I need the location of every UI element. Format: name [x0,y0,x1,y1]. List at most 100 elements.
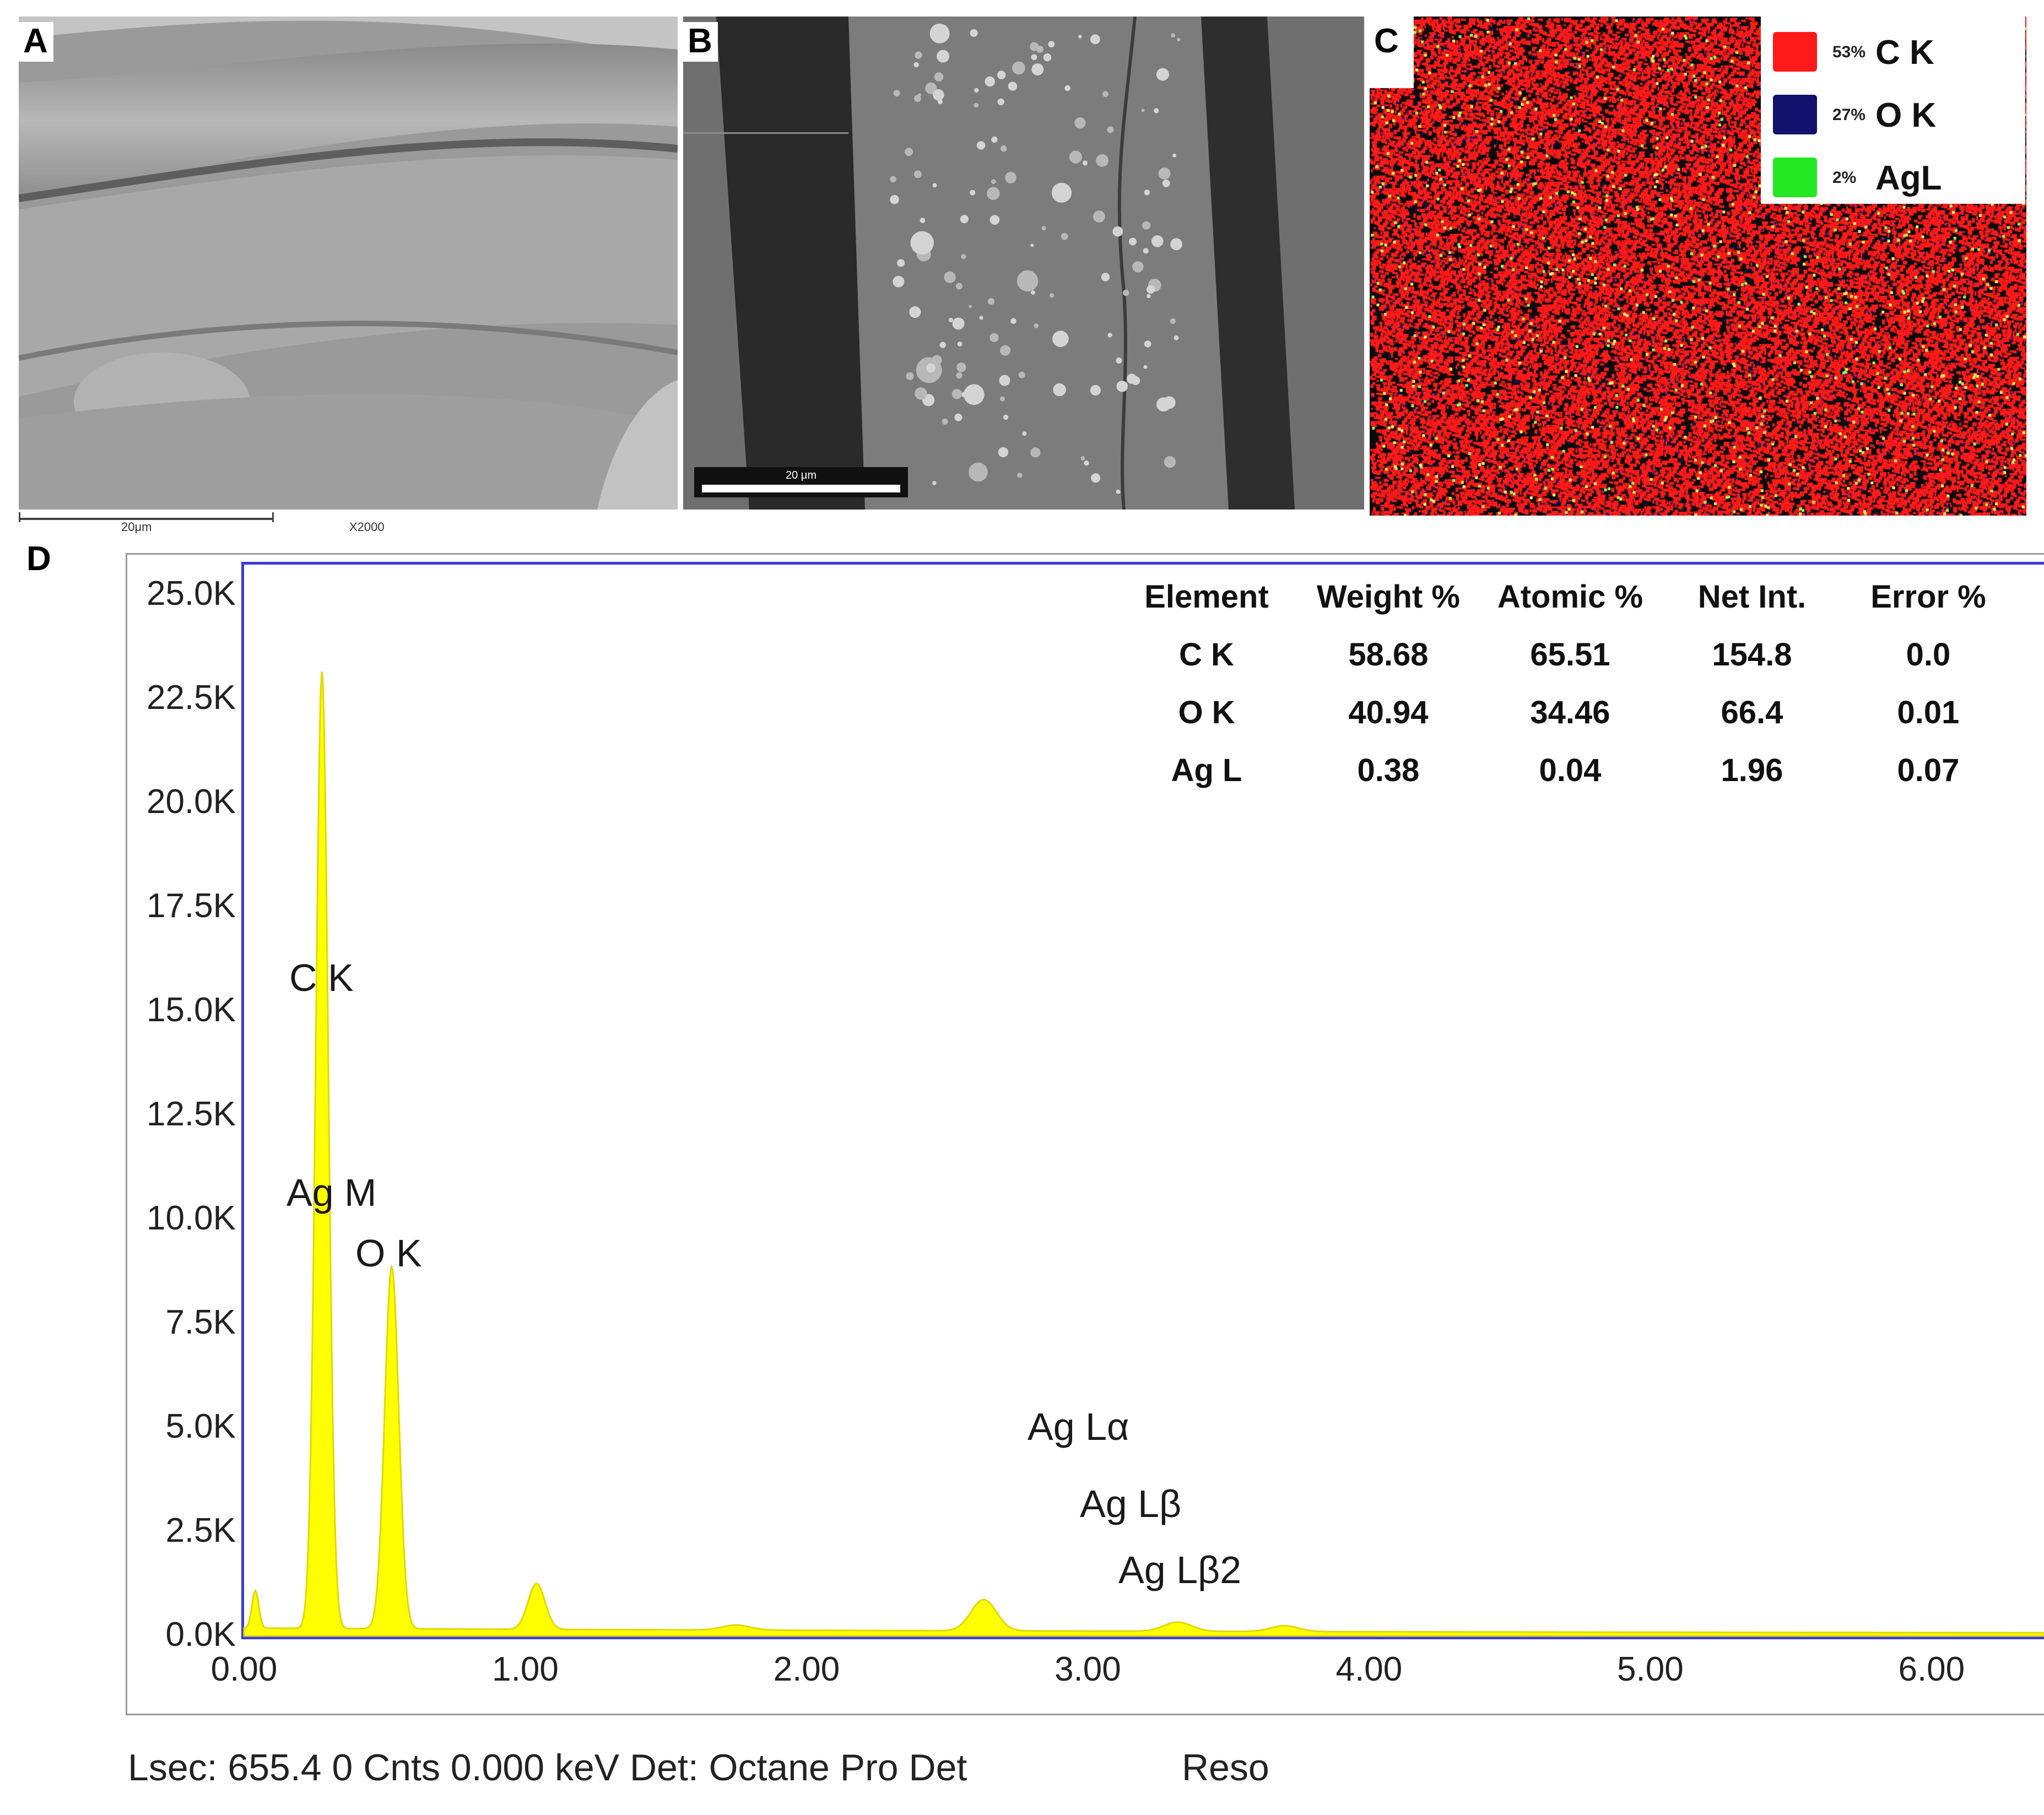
legend-percent-o: 27% [1832,106,1866,124]
nanoparticle [926,363,936,373]
nanoparticle [1112,226,1123,237]
scale-bar-tick-left [19,512,20,522]
panel-label-b: B [683,22,718,62]
nanoparticle [1031,54,1037,61]
nanoparticle [910,231,934,255]
nanoparticle [1090,34,1100,45]
nanoparticle [1031,290,1035,295]
x-tick-label: 0.00 [210,1650,278,1688]
table-header: Error % [1870,579,1986,615]
y-tick-label: 12.5K [146,1095,236,1133]
nanoparticle [1107,333,1112,338]
nanoparticle [1116,357,1122,364]
x-tick-label: 6.00 [1898,1650,1965,1688]
peak-label-ag-lb: Ag Lβ [1080,1482,1182,1525]
status-bar-reso: Reso [1182,1747,1269,1789]
nanoparticle [920,218,926,224]
nanoparticle [1151,235,1164,247]
nanoparticle [960,215,969,224]
nanoparticle [968,305,972,308]
table-cell: 0.04 [1539,752,1602,788]
nanoparticle [961,254,966,259]
nanoparticle [1162,180,1170,187]
nanoparticle [1143,365,1148,369]
nanoparticle [1116,381,1128,392]
eds-map-legend: 53% C K 27% O K 2% AgL [1761,17,2025,204]
magnification-label: X2000 [349,520,385,534]
nanoparticle [1170,238,1182,251]
y-tick-label: 25.0K [146,575,236,613]
peak-label-o-k: O K [355,1232,422,1275]
nanoparticle [1123,289,1129,296]
nanoparticle [1022,431,1027,436]
nanoparticle [914,170,922,178]
nanoparticle [933,89,944,101]
nanoparticle [979,316,983,320]
nanoparticle [1030,42,1039,51]
scale-bar-a [19,518,273,520]
nanoparticle [957,342,962,346]
nanoparticle [890,194,899,204]
nanoparticle [1078,35,1082,39]
legend-swatch-o [1773,95,1817,134]
nanoparticle [985,76,995,87]
scale-bar-b: 20 μm [694,467,908,497]
panel-label-c: C [1370,22,1404,62]
nanoparticle [1170,318,1176,324]
nanoparticle [1158,167,1171,180]
nanoparticle [999,396,1005,402]
scale-bar-b-line [702,485,900,492]
nanoparticle [1008,82,1018,91]
nanoparticle [1102,91,1108,97]
nanoparticle [999,375,1010,386]
nanoparticle [1162,396,1176,409]
nanoparticle [1172,153,1176,158]
nanoparticle [1142,221,1151,230]
x-tick-label: 4.00 [1335,1650,1403,1688]
table-cell: 34.46 [1530,695,1610,730]
nanoparticle [925,82,937,94]
nanoparticle [987,298,994,305]
nanoparticle [1017,473,1023,478]
nanoparticle [1034,323,1039,328]
nanoparticle [952,317,965,330]
table-cell: 58.68 [1348,637,1429,673]
nanoparticle [956,362,966,372]
nanoparticle [1171,33,1175,38]
nanoparticle [997,71,1006,79]
y-tick-label: 2.5K [165,1511,236,1549]
nanoparticle [934,72,944,82]
peak-label-ag-la: Ag Lα [1028,1405,1129,1448]
scale-bar-label-b: 20 μm [786,469,816,481]
nanoparticle [970,29,978,37]
table-header: Atomic % [1497,579,1643,615]
legend-swatch-ag [1773,158,1817,197]
table-cell: O K [1178,695,1235,730]
nanoparticle [974,102,979,108]
spectrum-frame [126,553,2044,1715]
nanoparticle [905,148,913,156]
peak-label-ag-m: Ag M [286,1171,377,1214]
nanoparticle [893,90,900,97]
table-cell: 154.8 [1712,637,1792,673]
nanoparticle [1129,237,1137,246]
nanoparticle [1053,383,1066,397]
nanoparticle [1069,150,1082,164]
table-cell: 40.94 [1348,695,1429,730]
nanoparticle [1144,189,1150,196]
nanoparticle [954,413,962,421]
sem-image-b: 20 μm [683,17,1364,510]
nanoparticle [1082,160,1088,166]
nanoparticle [1156,68,1169,81]
panel-label-d: D [26,540,51,578]
y-tick-label: 5.0K [165,1407,236,1445]
nanoparticle [955,283,962,290]
nanoparticle [1084,460,1089,466]
nanoparticle [917,93,921,97]
table-cell: Ag L [1171,752,1242,788]
nanoparticle [1107,126,1114,133]
legend-percent-c: 53% [1832,43,1866,61]
nanoparticle [942,418,948,425]
nanoparticle [1093,210,1105,223]
nanoparticle [974,88,979,93]
